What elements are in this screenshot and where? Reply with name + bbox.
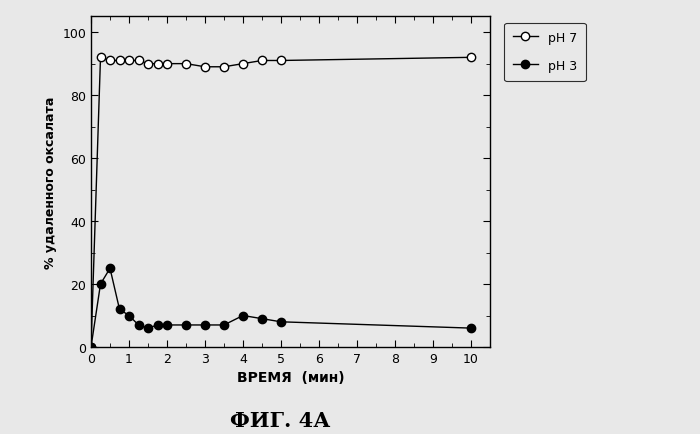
- pH 7: [144, 62, 152, 67]
- Y-axis label: % удаленного оксалата: % удаленного оксалата: [43, 96, 57, 268]
- X-axis label: ВРЕМЯ  (мин): ВРЕМЯ (мин): [237, 371, 344, 385]
- pH 7: [239, 62, 247, 67]
- pH 3: [87, 345, 95, 350]
- pH 3: [276, 319, 285, 325]
- pH 7: [87, 345, 95, 350]
- pH 3: [134, 322, 143, 328]
- pH 7: [182, 62, 190, 67]
- Line: pH 3: pH 3: [87, 264, 475, 352]
- pH 3: [153, 322, 162, 328]
- pH 3: [220, 322, 228, 328]
- pH 7: [163, 62, 172, 67]
- pH 3: [116, 307, 124, 312]
- pH 7: [106, 59, 114, 64]
- pH 3: [201, 322, 209, 328]
- pH 7: [125, 59, 133, 64]
- pH 3: [97, 282, 105, 287]
- Line: pH 7: pH 7: [87, 54, 475, 352]
- Legend: pH 7, pH 3: pH 7, pH 3: [504, 23, 586, 82]
- pH 3: [106, 266, 114, 271]
- pH 7: [116, 59, 124, 64]
- pH 7: [201, 65, 209, 70]
- pH 3: [467, 326, 475, 331]
- pH 3: [239, 313, 247, 319]
- pH 3: [125, 313, 133, 319]
- pH 7: [220, 65, 228, 70]
- pH 3: [182, 322, 190, 328]
- pH 7: [134, 59, 143, 64]
- pH 7: [97, 56, 105, 61]
- pH 7: [276, 59, 285, 64]
- pH 3: [144, 326, 152, 331]
- pH 3: [258, 316, 266, 322]
- Text: ФИГ. 4А: ФИГ. 4А: [230, 410, 330, 430]
- pH 3: [163, 322, 172, 328]
- pH 7: [467, 56, 475, 61]
- pH 7: [153, 62, 162, 67]
- pH 7: [258, 59, 266, 64]
